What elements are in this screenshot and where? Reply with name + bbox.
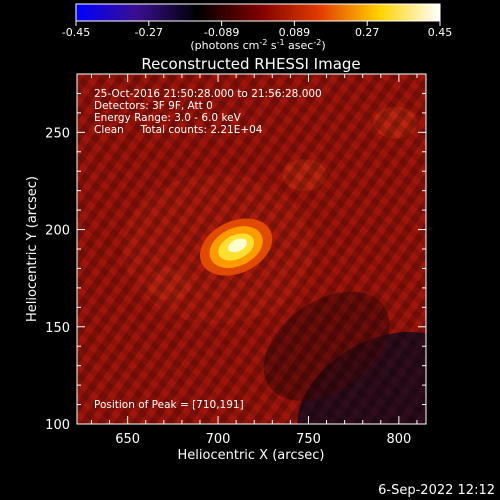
peak-core (228, 238, 247, 253)
heatmap-image (77, 74, 426, 424)
colorbar-tick-label: 0.27 (355, 26, 380, 39)
y-axis-label: Heliocentric Y (arcsec) (25, 176, 40, 322)
y-tick-label: 150 (45, 321, 70, 336)
colorbar-tick-label: -0.089 (204, 26, 239, 39)
x-tick-label: 650 (115, 432, 140, 447)
annotation-counts: Clean Total counts: 2.21E+04 (94, 124, 263, 136)
colorbar-bar (75, 3, 441, 22)
y-axis: 100 150 200 250 (45, 73, 426, 433)
y-tick-label: 100 (45, 418, 70, 433)
annotation-energy: Energy Range: 3.0 - 6.0 keV (94, 112, 242, 124)
annotation-block: 25-Oct-2016 21:50:28.000 to 21:56:28.000… (94, 88, 322, 136)
peak-source (199, 218, 273, 276)
y-tick-label: 200 (45, 224, 70, 239)
y-tick-label: 250 (45, 126, 70, 141)
colorbar-ticks: -0.45 -0.27 -0.089 0.089 0.27 0.45 (62, 21, 452, 39)
colorbar-tick-label: -0.45 (62, 26, 90, 39)
colorbar-tick-label: -0.27 (135, 26, 163, 39)
annotation-time: 25-Oct-2016 21:50:28.000 to 21:56:28.000 (94, 88, 322, 100)
colorbar-units: (photons cm-2 s-1 asec-2) (190, 38, 325, 52)
annotation-detectors: Detectors: 3F 9F, Att 0 (94, 100, 213, 112)
x-tick-label: 750 (296, 432, 321, 447)
colorbar-tick-label: 0.089 (279, 26, 311, 39)
x-tick-label: 700 (206, 432, 231, 447)
x-tick-label: 800 (386, 432, 411, 447)
colorbar-tick-label: 0.45 (428, 26, 453, 39)
colorbar: -0.45 -0.27 -0.089 0.089 0.27 0.45 (photons c… (62, 3, 452, 52)
x-axis-label: Heliocentric X (arcsec) (178, 448, 325, 463)
footer-date: 6-Sep-2022 12:12 (378, 483, 495, 498)
peak-position-label: Position of Peak = [710,191] (94, 399, 244, 411)
chart-title: Reconstructed RHESSI Image (141, 55, 360, 73)
x-axis: 650 700 750 800 (90, 74, 418, 447)
